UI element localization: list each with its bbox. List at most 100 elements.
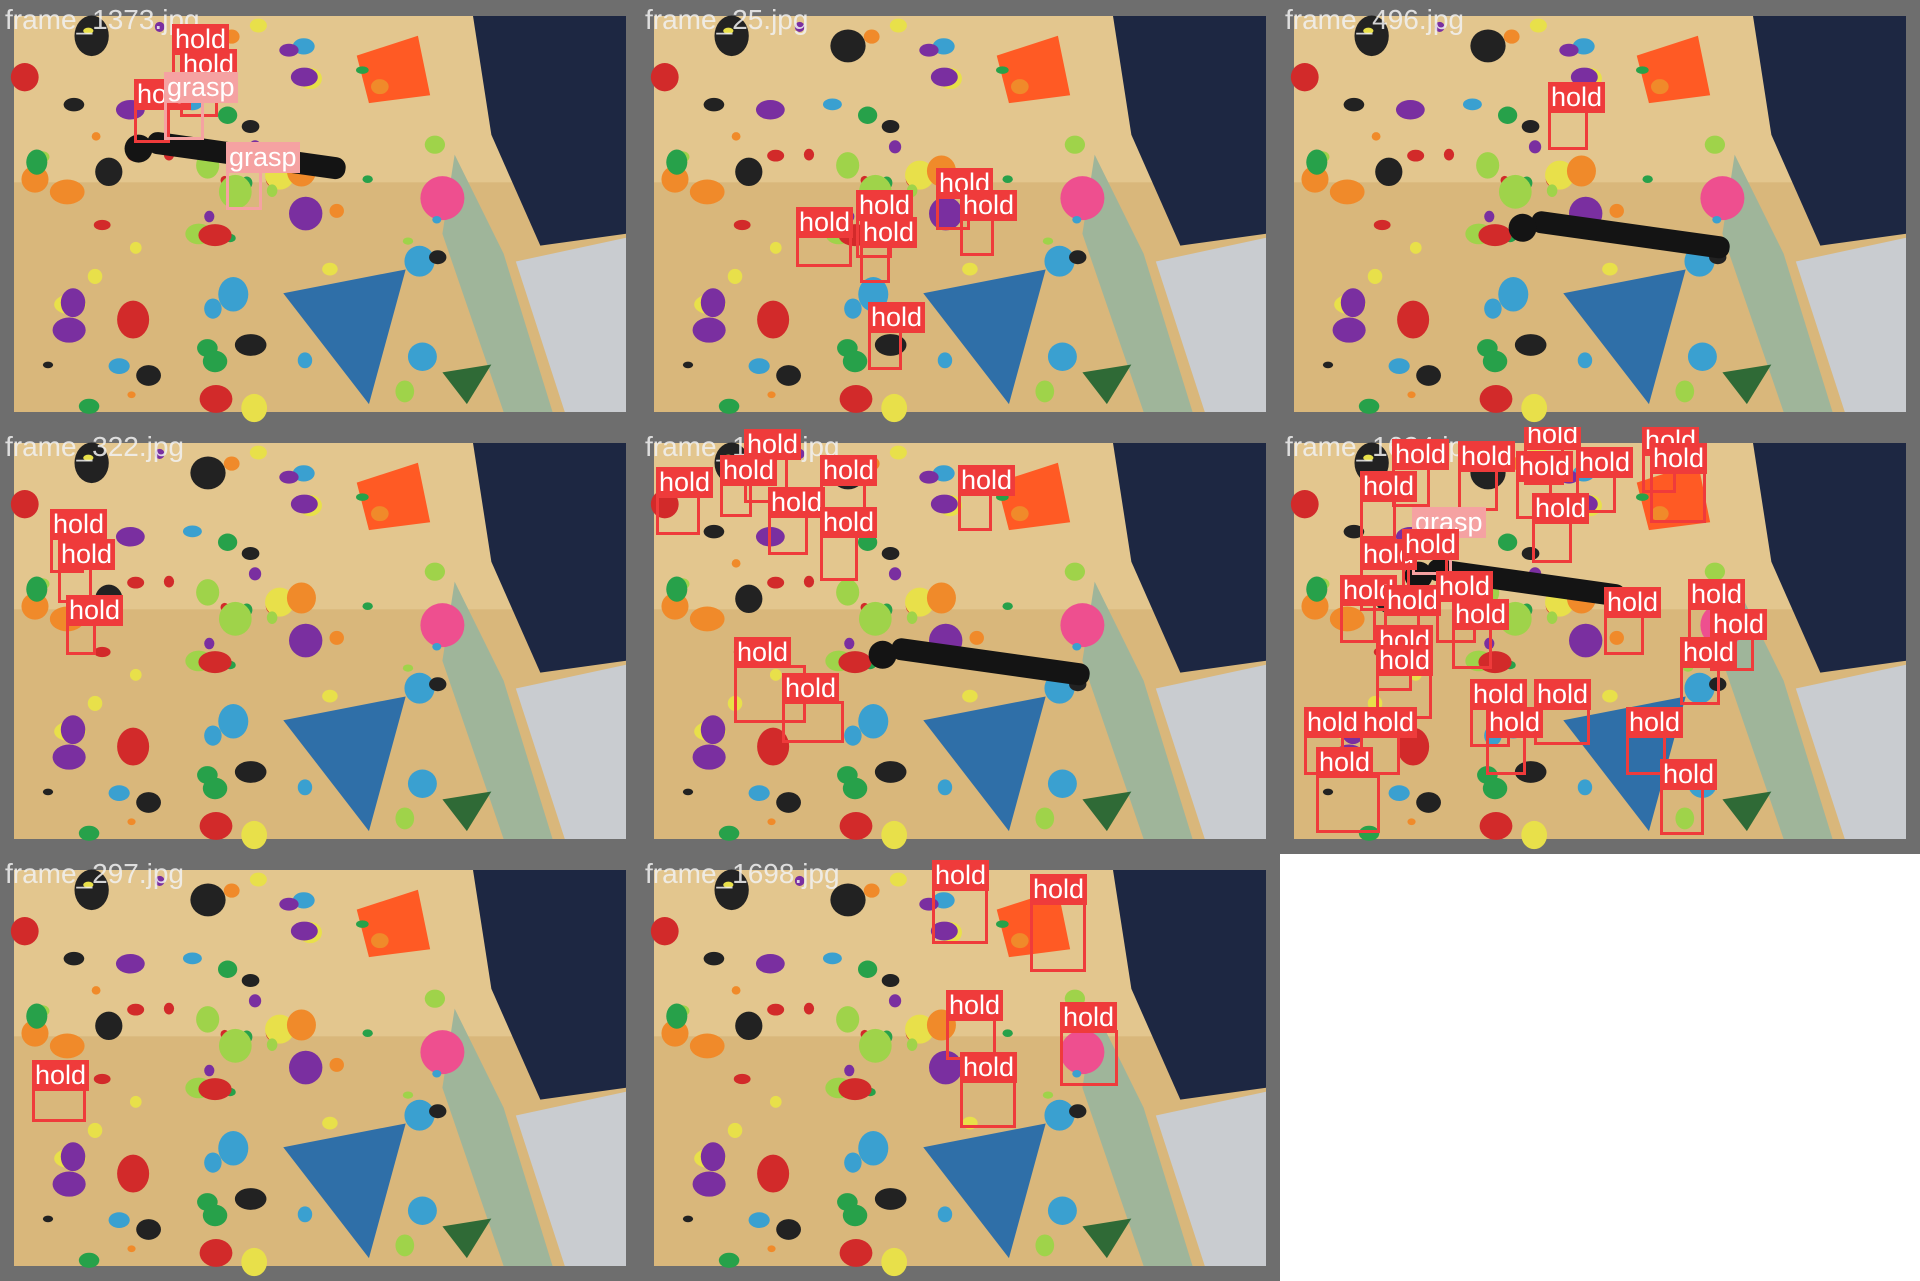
image-tile: frame_496.jpg hold xyxy=(1280,0,1920,427)
floor-mat xyxy=(1155,664,1266,839)
wall-hold xyxy=(858,704,889,739)
wall-hold xyxy=(769,668,782,681)
wall-edge xyxy=(1082,1008,1193,1266)
wall-edge xyxy=(442,581,553,839)
wall-hold xyxy=(666,576,688,602)
wall-hold xyxy=(52,317,86,343)
hold-detection-box: hold xyxy=(1060,1002,1118,1086)
wall-hold xyxy=(937,352,953,369)
wall-hold xyxy=(700,1142,726,1172)
wall-hold xyxy=(218,601,252,636)
wall-hold xyxy=(930,494,958,514)
wall-hold xyxy=(842,777,868,800)
hold-detection-box: hold xyxy=(1030,874,1088,972)
climbing-wall-photo xyxy=(10,869,626,1277)
hold-detection-box: hold xyxy=(1402,529,1460,597)
hold-label: hold xyxy=(1060,1002,1118,1033)
wall-hold xyxy=(1521,393,1548,423)
wall-hold xyxy=(249,872,267,887)
wall-hold xyxy=(93,1073,111,1085)
hold-detection-box: hold xyxy=(1340,575,1398,643)
hold-label: hold xyxy=(32,1060,90,1091)
green-volume xyxy=(442,791,492,832)
wall-hold xyxy=(217,533,238,551)
wall-hold xyxy=(996,920,1009,928)
frame-filename: frame_1698.jpg xyxy=(645,858,840,889)
wall-hold xyxy=(395,380,415,403)
wall-hold xyxy=(115,526,145,547)
hold-label: hold xyxy=(1470,679,1528,710)
image-tile: frame_297.jpg hold xyxy=(0,854,640,1281)
wall-hold xyxy=(844,1064,855,1077)
hold-label: hold xyxy=(868,302,926,333)
frame-filename: frame_1624.jpg xyxy=(1285,431,1480,462)
pink-hold xyxy=(420,1030,465,1075)
wall-hold xyxy=(87,268,103,284)
hold-label: hold xyxy=(796,207,854,238)
crash-mat xyxy=(473,443,626,673)
wall-hold xyxy=(689,606,725,632)
hold-label: hold xyxy=(1548,82,1606,113)
pink-hold xyxy=(420,176,465,221)
hold-label: hold xyxy=(768,487,826,518)
wall-hold xyxy=(218,1028,252,1063)
wall-hold xyxy=(424,989,446,1008)
wall-hold xyxy=(196,1006,220,1033)
wall-hold xyxy=(906,611,918,624)
wall-hold xyxy=(937,779,953,796)
wall-hold xyxy=(42,1215,54,1223)
wall-hold xyxy=(26,576,48,602)
wall-hold xyxy=(74,442,109,484)
wall-hold xyxy=(1397,300,1430,339)
wall-hold xyxy=(1546,611,1558,624)
wall-hold xyxy=(10,917,39,946)
wall-hold xyxy=(703,97,725,112)
wall-hold xyxy=(322,689,338,703)
wall-hold xyxy=(858,1028,892,1063)
wall-hold xyxy=(1358,825,1380,841)
wall-hold xyxy=(881,393,908,423)
wall-hold xyxy=(289,196,323,231)
wall-hold xyxy=(1290,63,1319,92)
wall-hold xyxy=(290,494,318,514)
wall-hold xyxy=(718,825,740,841)
wall-hold xyxy=(1407,149,1425,162)
wall-hold xyxy=(767,391,776,399)
wall-hold xyxy=(1354,15,1389,57)
hold-detection-box: hold xyxy=(1316,747,1380,833)
blue-volume xyxy=(923,269,1046,405)
wall-hold xyxy=(755,99,785,120)
wall-hold xyxy=(108,1212,130,1228)
wall-hold xyxy=(297,1206,313,1223)
wall-hold xyxy=(199,1239,233,1267)
hold-label: hold xyxy=(656,467,714,498)
wall-hold xyxy=(905,1014,935,1044)
wall-hold xyxy=(1322,361,1334,369)
wall-hold xyxy=(889,445,907,460)
hold-label: hold xyxy=(1458,441,1516,472)
wall-hold xyxy=(404,672,435,704)
wall-hold xyxy=(241,119,260,134)
image-tile: frame_1624.jpg hold hold hold hold hold hold ho… xyxy=(1280,427,1920,854)
wall-hold xyxy=(803,148,815,161)
wall-hold xyxy=(136,1219,161,1240)
wall-edge xyxy=(442,1008,553,1266)
wall-hold xyxy=(1329,179,1365,205)
wall-hold xyxy=(703,951,725,966)
hold-detection-box: hold xyxy=(50,509,108,573)
wall-hold xyxy=(286,582,316,614)
wall-hold xyxy=(218,1131,249,1166)
pink-hold xyxy=(1060,603,1105,648)
wall-hold xyxy=(289,1050,323,1085)
wall-hold xyxy=(700,715,726,745)
wall-hold xyxy=(432,215,442,224)
floor-mat xyxy=(1795,664,1906,839)
wall-hold xyxy=(838,651,872,674)
wall-hold xyxy=(1373,219,1391,231)
wall-hold xyxy=(83,454,94,461)
wall-hold xyxy=(748,1212,770,1228)
hold-label: hold xyxy=(66,595,124,626)
wall-hold xyxy=(836,579,860,606)
hold-detection-box: hold xyxy=(1688,579,1746,647)
wall-hold xyxy=(91,132,101,141)
